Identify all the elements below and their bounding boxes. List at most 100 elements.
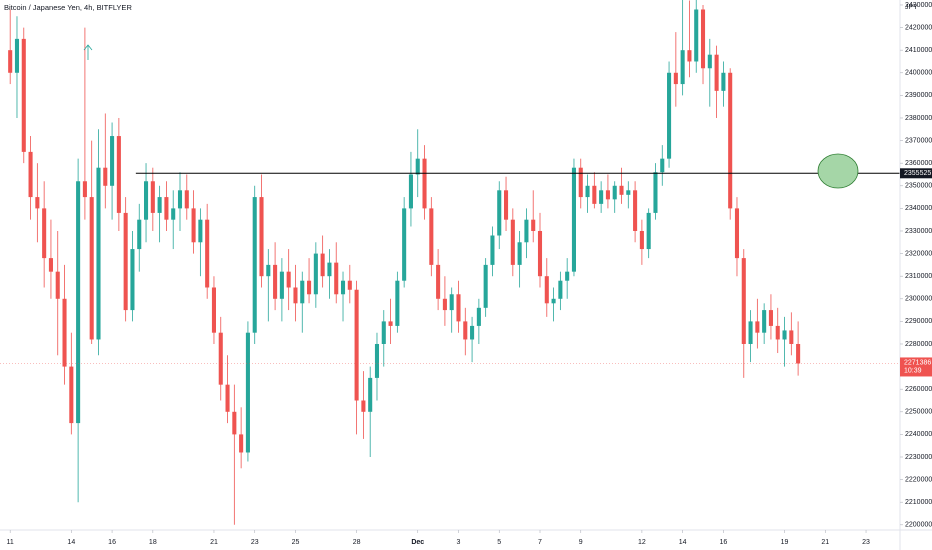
- candle-body: [789, 330, 794, 344]
- y-tick-label: 2240000: [905, 431, 932, 438]
- candle-body: [116, 136, 121, 213]
- candle-body: [436, 264, 441, 299]
- candle-body: [171, 208, 176, 220]
- candle-body: [667, 72, 672, 159]
- candle-body: [313, 253, 318, 295]
- x-tick-label: 21: [210, 539, 218, 546]
- candle-body: [198, 219, 203, 243]
- candle-body: [592, 185, 597, 204]
- candle-body: [245, 332, 250, 453]
- candle-body: [218, 332, 223, 385]
- candle-body: [368, 377, 373, 412]
- candle-body: [571, 167, 576, 272]
- x-tick-label: 14: [679, 539, 687, 546]
- candle-body: [69, 366, 74, 424]
- candle-body: [266, 264, 271, 277]
- candle-body: [619, 185, 624, 195]
- candle-body: [381, 321, 386, 344]
- y-tick-label: 2210000: [905, 499, 932, 506]
- x-tick-label: 9: [579, 539, 583, 546]
- candle-body: [232, 411, 237, 435]
- y-tick-label: 2300000: [905, 296, 932, 303]
- horizontal-line-label: 2355525: [904, 170, 931, 177]
- candle-body: [599, 190, 604, 204]
- candle-body: [361, 400, 366, 412]
- y-tick-label: 2430000: [905, 2, 932, 9]
- candle-body: [476, 307, 481, 326]
- candle-body: [402, 208, 407, 281]
- candle-body: [340, 280, 346, 295]
- candle-body: [89, 197, 94, 340]
- candle-body: [103, 167, 108, 186]
- countdown-label: 10:39: [904, 367, 922, 374]
- candle-body: [510, 219, 515, 265]
- candle-body: [239, 434, 244, 453]
- candle-body: [42, 208, 47, 259]
- candle-body: [184, 190, 189, 209]
- candle-body: [279, 271, 284, 299]
- candle-body: [442, 298, 447, 311]
- candle-body: [707, 54, 712, 69]
- candle-body: [646, 212, 651, 250]
- candle-body: [225, 384, 230, 412]
- candle-body: [395, 280, 400, 326]
- candle-body: [775, 325, 780, 340]
- candle-body: [252, 197, 257, 333]
- x-tick-label: 23: [862, 539, 870, 546]
- candle-body: [578, 167, 583, 198]
- candle-body: [673, 72, 678, 85]
- candle-body: [177, 190, 183, 209]
- candle-body: [191, 208, 196, 243]
- candle-body: [524, 219, 529, 243]
- candle-body: [796, 343, 801, 364]
- candle-body: [55, 271, 60, 299]
- y-tick-label: 2220000: [905, 476, 932, 483]
- candle-body: [300, 280, 305, 304]
- candle-body: [21, 38, 26, 152]
- candle-body: [429, 208, 434, 265]
- candle-body: [35, 197, 40, 209]
- x-tick-label: 25: [292, 539, 300, 546]
- candle-body: [741, 258, 746, 344]
- y-tick-label: 2390000: [905, 92, 932, 99]
- candle-body: [653, 172, 658, 213]
- arrow-drawing[interactable]: [83, 44, 93, 60]
- candle-body: [700, 9, 706, 69]
- x-tick-label: 5: [497, 539, 501, 546]
- candle-body: [585, 185, 590, 198]
- y-tick-label: 2420000: [905, 24, 932, 31]
- candle-body: [490, 235, 495, 265]
- x-tick-label: 18: [149, 539, 157, 546]
- candle-body: [164, 197, 169, 220]
- y-tick-label: 2360000: [905, 160, 932, 167]
- candle-body: [327, 262, 332, 277]
- candle-body: [374, 343, 380, 378]
- candle-body: [762, 310, 767, 333]
- x-tick-label: 16: [108, 539, 116, 546]
- candle-body: [626, 190, 631, 195]
- ellipse-drawing[interactable]: [817, 153, 859, 189]
- candle-body: [157, 197, 162, 213]
- candle-body: [544, 276, 549, 304]
- candle-body: [273, 264, 278, 299]
- candle-body: [62, 298, 67, 367]
- y-tick-label: 2400000: [905, 70, 932, 77]
- candle-body: [347, 280, 352, 290]
- candle-body: [82, 181, 87, 198]
- candle-body: [694, 9, 699, 62]
- candle-body: [612, 185, 617, 200]
- candle-body: [123, 212, 128, 311]
- candle-body: [422, 158, 427, 209]
- y-tick-label: 2320000: [905, 250, 932, 257]
- candle-body: [259, 197, 264, 277]
- horizontal-line-label-box: [900, 168, 932, 179]
- x-tick-label: 14: [67, 539, 75, 546]
- x-tick-label: 28: [353, 539, 361, 546]
- candle-body: [531, 219, 536, 231]
- candle-body: [660, 158, 665, 173]
- candle-body: [286, 271, 291, 288]
- candle-body: [639, 230, 644, 250]
- candle-body: [137, 219, 142, 250]
- y-tick-label: 2350000: [905, 183, 932, 190]
